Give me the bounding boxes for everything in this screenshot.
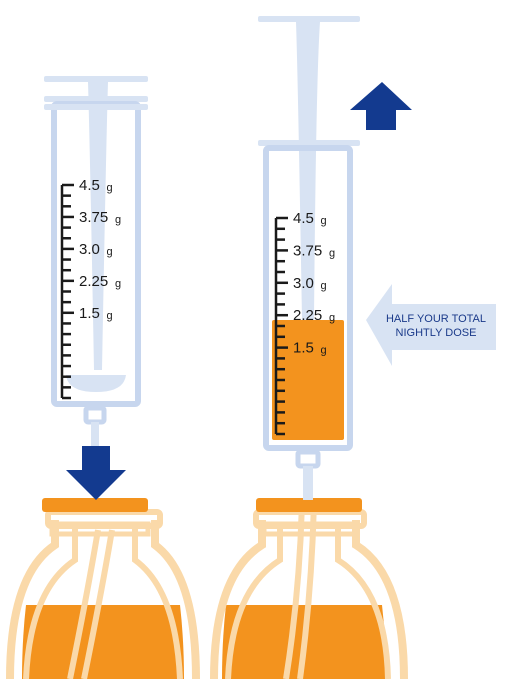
right-scale-label: 4.5 bbox=[293, 210, 314, 227]
right-scale-label: 3.0 bbox=[293, 275, 314, 292]
left-scale-label: 4.5 bbox=[79, 177, 100, 194]
left-barrel-flange bbox=[44, 104, 148, 110]
left-nozzle-tip bbox=[91, 422, 99, 468]
right-syringe-scale: 4.5 g 3.75 g 3.0 g 2.25 g 1.5 g bbox=[274, 210, 335, 436]
right-scale-label: 1.5 bbox=[293, 340, 314, 357]
right-nozzle bbox=[295, 449, 321, 469]
left-plunger-rod bbox=[88, 82, 108, 370]
left-scale-label: 3.75 bbox=[79, 209, 108, 226]
callout-line-2: NIGHTLY DOSE bbox=[396, 327, 477, 339]
right-plunger-rod bbox=[296, 22, 320, 320]
left-bottle-cap bbox=[42, 498, 148, 512]
right-bottle-tube bbox=[283, 499, 317, 679]
right-scale-label: 3.75 bbox=[293, 242, 322, 259]
left-nozzle bbox=[83, 405, 107, 425]
right-scale-unit: g bbox=[321, 345, 327, 357]
left-scale-label: 3.0 bbox=[79, 241, 100, 258]
left-bottle-tube bbox=[67, 529, 115, 679]
right-scale-unit: g bbox=[321, 280, 327, 292]
left-scale-unit: g bbox=[107, 182, 113, 194]
right-syringe-medicine bbox=[272, 320, 344, 440]
right-bottle-body-outline bbox=[210, 520, 408, 679]
right-barrel bbox=[263, 145, 353, 451]
left-scale-unit: g bbox=[115, 214, 121, 226]
left-scale-unit: g bbox=[115, 278, 121, 290]
right-plunger-collar bbox=[258, 140, 360, 146]
left-bottle-medicine bbox=[22, 605, 184, 679]
left-bottle-inner-outline bbox=[23, 525, 183, 679]
right-scale-unit: g bbox=[329, 312, 335, 324]
left-syringe-scale: 4.5 g 3.75 g 3.0 g 2.25 g 1.5 g bbox=[60, 177, 121, 400]
left-scale-label: 1.5 bbox=[79, 305, 100, 322]
right-scale-label: 2.25 bbox=[293, 307, 322, 324]
right-scale-unit: g bbox=[321, 215, 327, 227]
left-syringe: 4.5 g 3.75 g 3.0 g 2.25 g 1.5 g bbox=[44, 76, 148, 500]
left-bottle bbox=[6, 498, 200, 679]
left-bottle-ring bbox=[49, 521, 151, 537]
arrow-left-callout bbox=[366, 284, 496, 366]
right-bottle-cap bbox=[256, 498, 362, 512]
left-scale-unit: g bbox=[107, 310, 113, 322]
left-bottle-body-outline bbox=[6, 520, 200, 679]
right-scale-unit: g bbox=[329, 247, 335, 259]
callout-line-1: HALF YOUR TOTAL bbox=[386, 313, 486, 325]
left-plunger-tip bbox=[66, 375, 126, 392]
right-plunger-top bbox=[258, 16, 360, 22]
arrow-down-icon bbox=[66, 446, 126, 500]
right-syringe: 4.5 g 3.75 g 3.0 g 2.25 g 1.5 g bbox=[258, 16, 412, 500]
right-bottle-ring bbox=[261, 521, 359, 537]
right-bottle-inner-outline bbox=[225, 525, 391, 679]
right-nozzle-tip bbox=[303, 466, 313, 500]
dose-callout: HALF YOUR TOTAL NIGHTLY DOSE bbox=[366, 284, 496, 366]
left-plunger-top bbox=[44, 76, 148, 82]
right-bottle bbox=[210, 498, 408, 679]
arrow-up-icon bbox=[350, 82, 412, 130]
left-scale-label: 2.25 bbox=[79, 273, 108, 290]
left-scale-unit: g bbox=[107, 246, 113, 258]
